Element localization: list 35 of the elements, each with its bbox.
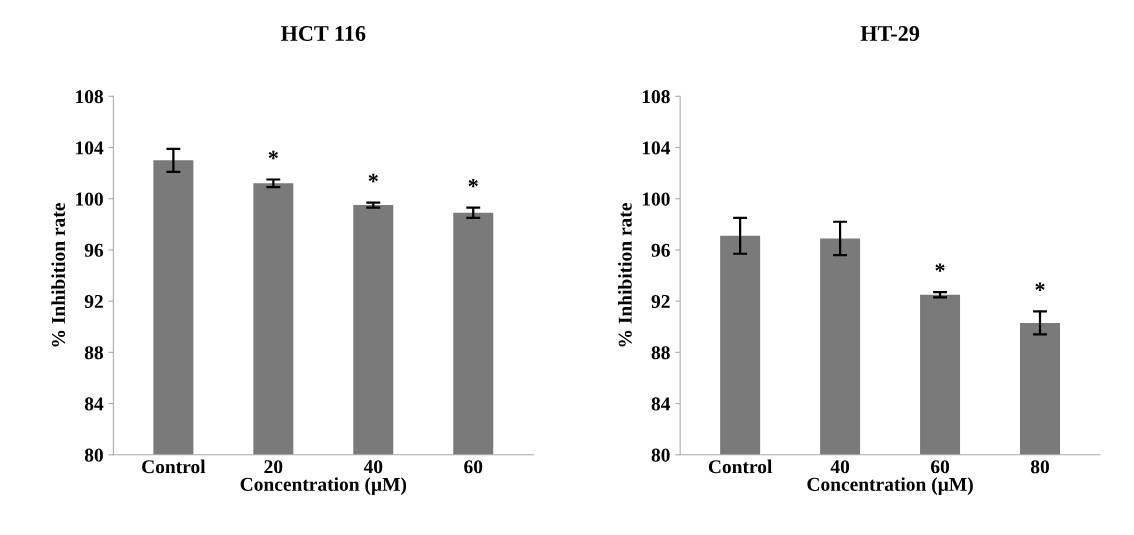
y-tick-label: 84	[651, 397, 671, 411]
y-tick-label: 96	[651, 243, 670, 257]
chart-title: HT-29	[860, 26, 920, 41]
y-tick-label: 100	[642, 192, 670, 206]
y-tick-label: 104	[76, 141, 104, 155]
y-tick-label: 108	[642, 90, 670, 104]
y-axis-title: % Inhibition rate	[618, 203, 632, 347]
annotation: *	[935, 263, 945, 272]
y-tick-label: 88	[84, 346, 104, 360]
x-tick-label: 60	[930, 460, 950, 474]
annotation: *	[268, 150, 278, 160]
chart-title: HCT 116	[280, 26, 366, 41]
y-tick-label: 100	[76, 192, 103, 206]
x-tick-label: Control	[708, 459, 773, 474]
x-tick-label: 20	[264, 460, 283, 474]
y-tick-label: 104	[642, 141, 671, 155]
x-tick-label: 40	[363, 460, 383, 474]
x-tick-label: 40	[830, 460, 850, 474]
annotation: *	[468, 178, 478, 188]
x-tick-label: 80	[1030, 460, 1049, 474]
y-axis-title: % Inhibition rate	[51, 203, 66, 347]
x-tick-label: 60	[464, 460, 483, 474]
y-tick-label: 80	[651, 448, 670, 462]
x-axis-title: Concentration (µM)	[240, 477, 407, 495]
y-tick-label: 88	[651, 346, 670, 360]
y-tick-label: 108	[76, 90, 104, 104]
y-tick-label: 92	[651, 295, 670, 309]
y-tick-label: 84	[84, 397, 104, 411]
annotation: *	[368, 173, 378, 183]
y-tick-label: 92	[84, 295, 103, 309]
y-tick-label: 80	[84, 448, 103, 462]
y-tick-label: 96	[84, 243, 104, 257]
annotation: *	[1035, 282, 1045, 291]
x-axis-title: Concentration (µM)	[807, 477, 973, 495]
x-tick-label: Control	[142, 459, 206, 474]
